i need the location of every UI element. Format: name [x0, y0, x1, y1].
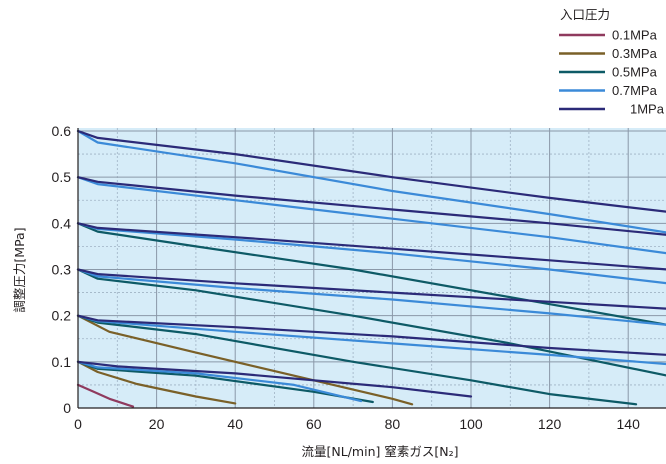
y-tick-label: 0.1 — [52, 354, 72, 370]
y-tick-label: 0.2 — [52, 308, 72, 324]
series-line-1MPa-15 — [76, 268, 666, 310]
series-line-1MPa-14 — [76, 314, 666, 356]
legend-label: 0.3MPa — [612, 46, 658, 61]
x-tick-label: 100 — [459, 416, 483, 432]
y-tick-labels: 0 0.1 0.2 0.3 0.4 0.5 0.6 — [52, 123, 72, 416]
legend-label: 1MPa — [630, 102, 665, 117]
legend-label: 0.1MPa — [612, 28, 658, 43]
x-tick-label: 60 — [306, 416, 322, 432]
series-lines — [76, 129, 666, 408]
x-tick-labels: 0 20 40 60 80 100 120 140 — [74, 416, 640, 432]
series-line-07MPa-12 — [76, 129, 666, 234]
x-axis-label: 流量[NL/min] 窒素ガス[N₂] — [302, 444, 459, 459]
series-line-07MPa-9 — [76, 268, 666, 326]
series-line-1MPa-18 — [76, 129, 666, 213]
legend-title: 入口圧力 — [560, 7, 610, 22]
series-line-01MPa-0 — [76, 383, 135, 408]
x-tick-label: 0 — [74, 416, 82, 432]
x-tick-label: 140 — [617, 416, 641, 432]
series-line-07MPa-7 — [76, 360, 363, 403]
y-tick-label: 0 — [63, 400, 71, 416]
legend-label: 0.7MPa — [612, 83, 658, 98]
series-line-1MPa-17 — [76, 176, 666, 236]
axes — [77, 128, 666, 409]
y-axis-label: 調整圧力[MPa] — [12, 227, 27, 312]
series-line-05MPa-4 — [76, 314, 638, 406]
y-tick-label: 0.6 — [52, 123, 72, 139]
series-line-07MPa-11 — [76, 176, 666, 255]
legend: 入口圧力 0.1MPa 0.3MPa 0.5MPa 0.7MPa 1MPa — [556, 7, 666, 119]
series-line-1MPa-16 — [76, 222, 666, 271]
x-tick-label: 20 — [149, 416, 165, 432]
series-line-03MPa-2 — [76, 314, 414, 406]
legend-label: 0.5MPa — [612, 65, 658, 80]
x-tick-label: 120 — [538, 416, 562, 432]
series-line-03MPa-1 — [76, 360, 237, 405]
x-tick-label: 80 — [385, 416, 401, 432]
plot-area — [78, 128, 666, 408]
y-tick-label: 0.3 — [52, 261, 72, 277]
series-line-05MPa-5 — [76, 268, 666, 377]
series-line-1MPa-13 — [76, 360, 473, 398]
y-tick-label: 0.4 — [52, 215, 72, 231]
y-tick-label: 0.5 — [52, 169, 72, 185]
x-tick-label: 40 — [227, 416, 243, 432]
